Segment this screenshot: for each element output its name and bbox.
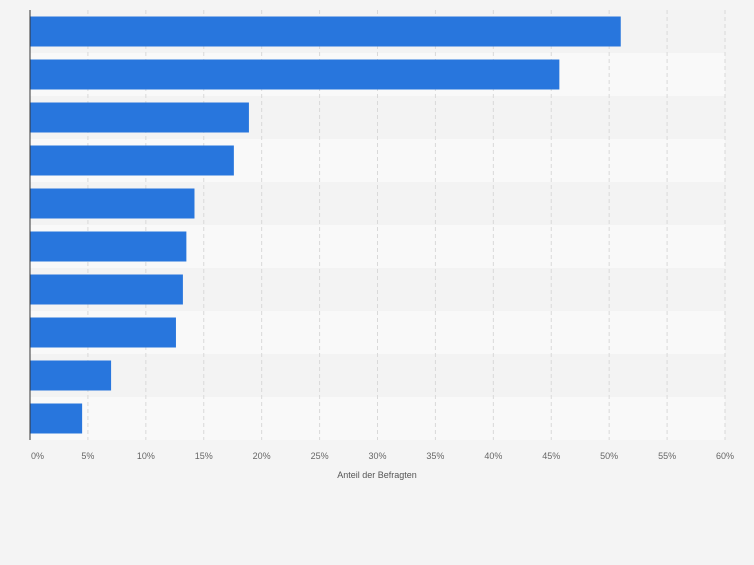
x-tick-label: 25% (311, 451, 329, 461)
bar[interactable] (30, 274, 183, 305)
bar[interactable] (30, 231, 187, 262)
bar[interactable] (30, 188, 195, 219)
x-tick-label: 10% (137, 451, 155, 461)
x-tick-label: 40% (484, 451, 502, 461)
bars (30, 16, 621, 434)
bar[interactable] (30, 145, 234, 176)
x-tick-label: 60% (716, 451, 734, 461)
x-tick-label: 45% (542, 451, 560, 461)
x-axis-label: Anteil der Befragten (337, 470, 417, 480)
x-tick-label: 50% (600, 451, 618, 461)
bar[interactable] (30, 102, 249, 133)
bar[interactable] (30, 403, 83, 434)
x-tick-label: 55% (658, 451, 676, 461)
bar[interactable] (30, 317, 176, 348)
bar[interactable] (30, 360, 112, 391)
x-tick-labels: 0% 5% 10% 15% 20% 25% 30% 35% 40% 45% 50% 55% 60% (31, 451, 734, 461)
x-tick-label: 15% (195, 451, 213, 461)
x-tick-label: 30% (368, 451, 386, 461)
x-tick-label: 20% (253, 451, 271, 461)
x-tick-label: 0% (31, 451, 44, 461)
bar[interactable] (30, 59, 560, 90)
x-tick-label: 35% (426, 451, 444, 461)
bar[interactable] (30, 16, 621, 47)
x-tick-label: 5% (81, 451, 94, 461)
